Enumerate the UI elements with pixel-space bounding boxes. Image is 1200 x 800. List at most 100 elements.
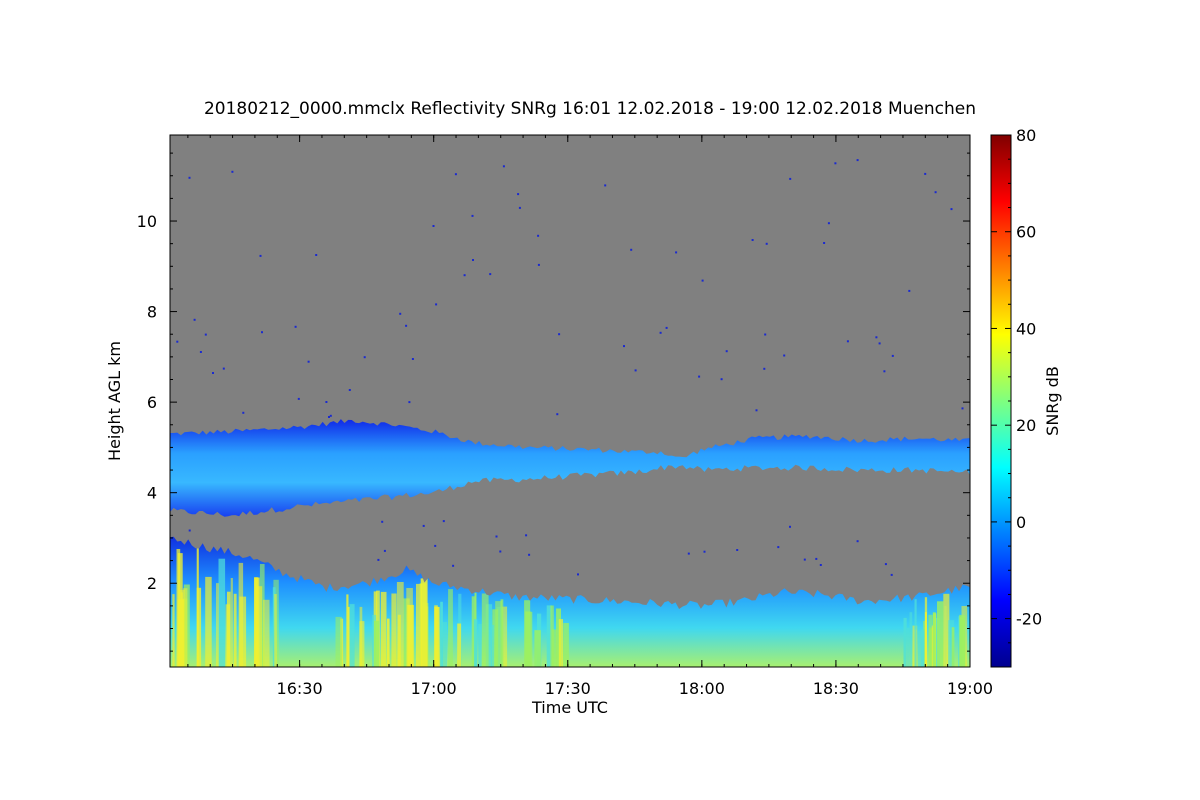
noise-dot <box>764 333 767 336</box>
echo-streak <box>274 594 277 667</box>
upper-cloud-layer <box>170 419 970 517</box>
noise-dot <box>577 573 579 576</box>
echo-streak <box>903 617 907 667</box>
echo-streak <box>500 599 504 667</box>
colorbar-tick-label: -20 <box>1016 610 1042 629</box>
noise-dot <box>924 172 927 175</box>
x-tick-label: 18:30 <box>813 679 859 698</box>
noise-dot <box>777 546 780 549</box>
x-tick-label: 17:30 <box>545 679 591 698</box>
noise-dot <box>411 358 414 360</box>
y-axis: 2 4 6 8 10 <box>137 152 970 652</box>
x-tick-label: 16:30 <box>277 679 323 698</box>
noise-dot <box>188 529 191 532</box>
echo-streak <box>335 616 342 667</box>
echo-streak <box>441 622 447 667</box>
echo-streak <box>374 620 380 667</box>
noise-dot <box>856 159 859 162</box>
noise-dot <box>381 520 384 523</box>
plot-frame <box>169 134 971 668</box>
echo-streak <box>349 604 355 667</box>
echo-streak <box>238 562 244 667</box>
echo-streak <box>396 582 404 667</box>
y-tick-label: 4 <box>147 484 157 503</box>
echo-streak <box>434 605 438 667</box>
noise-dot <box>329 414 332 417</box>
noise-dot <box>432 225 435 227</box>
noise-dot <box>827 222 830 225</box>
noise-dot <box>502 165 505 168</box>
echo-streak <box>471 596 476 667</box>
echo-streak <box>262 599 270 667</box>
noise-dot <box>328 416 330 418</box>
noise-dot <box>623 345 625 348</box>
noise-dot <box>405 324 408 327</box>
noise-dot <box>856 540 859 543</box>
noise-dot <box>231 170 234 173</box>
echo-streak <box>346 594 349 667</box>
echo-streak <box>937 601 944 667</box>
noise-dot <box>307 360 310 363</box>
echo-streak <box>272 587 276 667</box>
noise-dot <box>908 289 911 292</box>
noise-dot <box>377 558 380 561</box>
echo-streak <box>233 593 237 667</box>
noise-dot <box>765 242 768 245</box>
echo-streak <box>255 586 263 667</box>
noise-dot <box>528 553 531 556</box>
echo-streak <box>928 614 933 667</box>
echo-streak <box>932 612 936 667</box>
noise-dot <box>176 340 179 343</box>
noise-dot <box>783 354 786 357</box>
y-tick-label: 2 <box>147 574 157 593</box>
noise-dot <box>363 356 366 359</box>
echo-streak <box>558 619 563 667</box>
colorbar-tick-label: 0 <box>1016 513 1026 532</box>
noise-dot <box>834 162 837 165</box>
echo-streak <box>380 591 387 667</box>
echo-streak <box>196 587 202 667</box>
noise-dot <box>537 263 540 266</box>
echo-streak <box>485 604 493 667</box>
echo-streak <box>491 624 495 667</box>
echo-streak <box>563 623 569 667</box>
x-tick-label: 19:00 <box>947 679 993 698</box>
noise-dot <box>489 273 492 276</box>
noise-dot <box>950 208 953 211</box>
colorbar-ticks: -20 0 20 40 60 80 <box>991 126 1042 644</box>
echo-streak <box>457 623 462 667</box>
echo-streak <box>909 612 913 667</box>
noise-dots <box>176 159 964 576</box>
y-axis-label: Height AGL km <box>105 341 124 461</box>
noise-dot <box>517 193 520 196</box>
noise-dot <box>687 552 690 555</box>
noise-dot <box>884 563 887 566</box>
noise-dot <box>212 372 214 374</box>
noise-dot <box>701 279 704 282</box>
noise-dot <box>698 375 701 378</box>
noise-dot <box>556 413 559 416</box>
x-tick-label: 17:00 <box>411 679 457 698</box>
noise-dot <box>188 176 191 179</box>
chart-title: 20180212_0000.mmclx Reflectivity SNRg 16… <box>204 99 976 119</box>
echo-streak <box>534 630 541 667</box>
noise-dot <box>434 544 437 547</box>
echo-streak <box>172 594 175 667</box>
echo-streak <box>924 597 928 667</box>
echo-streak <box>943 593 950 667</box>
lower-layer-fill <box>170 536 970 667</box>
noise-dot <box>518 206 521 209</box>
noise-dot <box>471 214 474 217</box>
noise-dot <box>525 534 528 537</box>
echo-streak <box>440 601 443 667</box>
noise-dot <box>604 184 607 187</box>
echo-streak <box>230 578 233 667</box>
noise-dot <box>875 336 878 339</box>
echo-streak <box>923 621 926 667</box>
noise-dot <box>294 325 297 328</box>
x-tick-label: 18:00 <box>679 679 725 698</box>
y-tick-label: 8 <box>147 303 157 322</box>
noise-dot <box>883 370 886 373</box>
echo-streak <box>347 606 350 667</box>
echo-streak <box>178 589 185 667</box>
